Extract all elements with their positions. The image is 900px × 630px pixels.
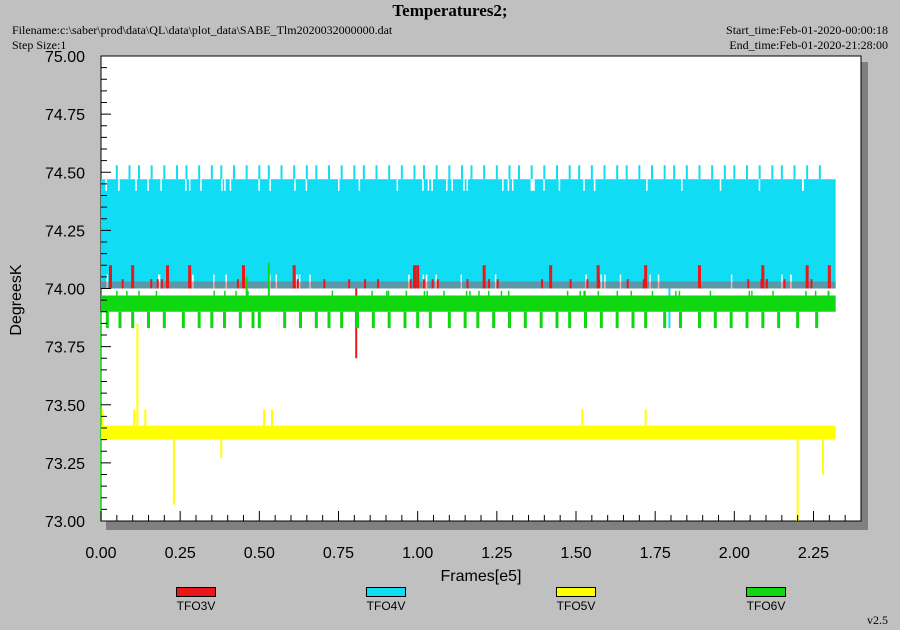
legend-swatch-tfo6v bbox=[746, 587, 786, 597]
filename-text: Filename:c:\saber\prod\data\QL\data\plot… bbox=[12, 23, 393, 37]
series-tfo3v bbox=[101, 265, 836, 359]
x-tick-label: 0.00 bbox=[85, 545, 116, 562]
legend-label-tfo3v: TFO3V bbox=[176, 599, 216, 613]
legend-label-tfo5v: TFO5V bbox=[556, 599, 596, 613]
y-tick-label: 74.75 bbox=[45, 107, 85, 124]
series-tfo5v-band bbox=[101, 425, 836, 440]
legend-swatch-tfo5v bbox=[556, 587, 596, 597]
y-tick-label: 73.00 bbox=[45, 514, 85, 531]
step-size-text: Step Size:1 bbox=[12, 38, 67, 52]
x-tick-label: 0.75 bbox=[323, 545, 354, 562]
series-tfo4v-band bbox=[101, 179, 836, 289]
y-tick-label: 74.00 bbox=[45, 282, 85, 299]
x-tick-label: 1.00 bbox=[402, 545, 433, 562]
y-tick-label: 74.25 bbox=[45, 223, 85, 240]
chart-title: Temperatures2; bbox=[392, 1, 508, 20]
y-tick-label: 73.75 bbox=[45, 340, 85, 357]
y-tick-label: 73.50 bbox=[45, 398, 85, 415]
x-tick-label: 0.25 bbox=[165, 545, 196, 562]
start-time-text: Start_time:Feb-01-2020-00:00:18 bbox=[726, 23, 888, 37]
x-tick-label: 1.25 bbox=[481, 545, 512, 562]
y-tick-label: 74.50 bbox=[45, 165, 85, 182]
series-tfo5v bbox=[101, 323, 836, 521]
y-axis-label: DegreesK bbox=[8, 264, 25, 335]
series-tfo4v bbox=[101, 165, 836, 329]
version-text: v2.5 bbox=[867, 613, 888, 627]
legend-swatch-tfo4v bbox=[366, 587, 406, 597]
x-tick-label: 1.75 bbox=[640, 545, 671, 562]
legend-label-tfo4v: TFO4V bbox=[366, 599, 406, 613]
x-tick-label: 1.50 bbox=[560, 545, 591, 562]
legend-label-tfo6v: TFO6V bbox=[746, 599, 786, 613]
x-tick-label: 2.25 bbox=[798, 545, 829, 562]
end-time-text: End_time:Feb-01-2020-21:28:00 bbox=[729, 38, 888, 52]
series-layer bbox=[100, 165, 836, 521]
x-tick-label: 0.50 bbox=[244, 545, 275, 562]
x-tick-label: 2.00 bbox=[719, 545, 750, 562]
axis-layer: 0.00 0.25 0.50 0.75 1.00 1.25 1.50 1.75 2.00 2.25… bbox=[45, 49, 862, 562]
legend-swatch-tfo3v bbox=[176, 587, 216, 597]
y-tick-label: 75.00 bbox=[45, 49, 85, 66]
y-tick-label: 73.25 bbox=[45, 456, 85, 473]
series-tfo6v-band bbox=[101, 295, 836, 312]
x-axis-label: Frames[e5] bbox=[441, 568, 522, 585]
